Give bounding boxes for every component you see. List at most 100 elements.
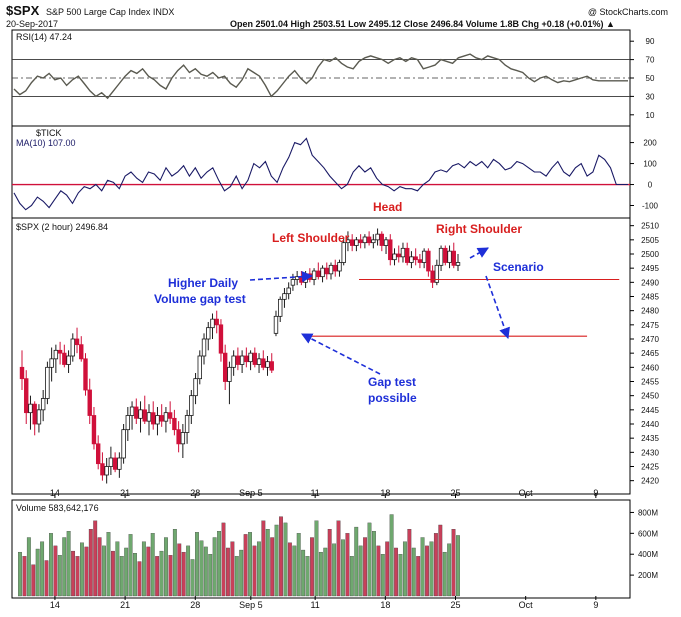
volume-bar bbox=[341, 539, 345, 597]
index-name: S&P 500 Large Cap Index INDX bbox=[46, 7, 174, 17]
volume-bar bbox=[80, 542, 84, 597]
candle-body bbox=[371, 239, 376, 244]
volume-bar bbox=[389, 514, 394, 597]
candle-body bbox=[349, 239, 355, 246]
volume-bar bbox=[239, 549, 244, 597]
volume-bar bbox=[31, 564, 36, 597]
volume-bar bbox=[84, 546, 89, 597]
volume-bar bbox=[372, 531, 376, 597]
candle-body bbox=[265, 361, 270, 368]
candle-body bbox=[53, 349, 59, 360]
candle-body bbox=[278, 298, 283, 317]
price-axis-label: 2510 bbox=[641, 222, 659, 231]
volume-bar bbox=[301, 549, 306, 597]
arrow-gap-test bbox=[301, 333, 381, 375]
volume-bar bbox=[93, 520, 98, 597]
candle-body bbox=[184, 415, 190, 433]
volume-bar bbox=[323, 547, 328, 597]
volume-bar bbox=[217, 531, 222, 597]
price-axis-label: 2430 bbox=[641, 448, 659, 457]
candle-body bbox=[396, 253, 401, 258]
volume-bar bbox=[146, 546, 151, 597]
price-date-label: 21 bbox=[120, 488, 130, 498]
candle-body bbox=[256, 358, 262, 365]
volume-bar bbox=[296, 533, 301, 597]
annotation-head: Head bbox=[373, 200, 402, 214]
volume-bar bbox=[177, 543, 182, 597]
candle-body bbox=[438, 247, 444, 266]
price-date-label: 28 bbox=[190, 488, 200, 498]
volume-bar bbox=[115, 541, 120, 597]
candle-body bbox=[62, 352, 67, 365]
volume-axis-label: 600M bbox=[638, 529, 658, 538]
candle-body bbox=[112, 457, 118, 470]
volume-bar bbox=[363, 537, 368, 597]
candle-body bbox=[282, 293, 287, 300]
volume-bar bbox=[292, 545, 297, 597]
rsi-tick-label: 70 bbox=[646, 56, 655, 65]
volume-bar bbox=[376, 545, 381, 597]
candle-body bbox=[19, 366, 25, 380]
candle-body bbox=[129, 406, 135, 416]
price-axis-label: 2420 bbox=[641, 477, 659, 486]
volume-bar bbox=[279, 516, 283, 597]
candle-body bbox=[206, 327, 211, 340]
volume-bar bbox=[411, 547, 416, 597]
price-candles bbox=[19, 228, 620, 484]
volume-bar bbox=[128, 534, 133, 597]
candle-body bbox=[451, 250, 456, 266]
volume-bar bbox=[230, 541, 235, 597]
candle-body bbox=[366, 236, 372, 244]
volume-bar bbox=[181, 551, 186, 597]
brand-logo: @ StockCharts.com bbox=[588, 7, 668, 17]
volume-bar bbox=[327, 529, 332, 597]
volume-bar bbox=[35, 548, 40, 597]
candle-body bbox=[167, 412, 173, 419]
candle-body bbox=[290, 279, 296, 286]
chart-date: 20-Sep-2017 bbox=[6, 19, 58, 29]
tick-axis-label: -100 bbox=[642, 202, 659, 211]
volume-bar bbox=[141, 541, 146, 597]
candle-body bbox=[70, 338, 75, 357]
candle-body bbox=[180, 432, 186, 445]
candle-body bbox=[383, 239, 389, 246]
candle-body bbox=[252, 352, 258, 365]
candle-body bbox=[134, 406, 139, 419]
volume-bar bbox=[336, 520, 341, 597]
volume-bar bbox=[203, 546, 208, 597]
volume-bar bbox=[248, 532, 252, 597]
annotations: Head Left Shoulder Right Shoulder Higher… bbox=[154, 200, 544, 405]
volume-bar bbox=[451, 529, 456, 597]
candle-body bbox=[239, 355, 245, 365]
annotation-gap-test-1: Gap test bbox=[368, 375, 416, 389]
candle-body bbox=[337, 262, 342, 272]
volume-bar bbox=[53, 545, 58, 597]
price-label: $SPX (2 hour) 2496.84 bbox=[16, 222, 108, 232]
volume-bar bbox=[71, 550, 76, 597]
candle-body bbox=[303, 273, 308, 283]
candle-body bbox=[36, 409, 42, 425]
candle-body bbox=[193, 378, 198, 397]
volume-bar bbox=[367, 522, 372, 597]
volume-date-label: 18 bbox=[380, 600, 390, 610]
rsi-series bbox=[12, 53, 630, 100]
arrow-scenario-down bbox=[485, 275, 510, 340]
volume-bar bbox=[97, 537, 102, 597]
price-axis-label: 2445 bbox=[641, 406, 659, 415]
candle-body bbox=[138, 409, 143, 419]
volume-label: Volume 583,642,176 bbox=[16, 503, 99, 513]
rsi-tick-label: 30 bbox=[646, 92, 655, 101]
price-axis-label: 2460 bbox=[641, 363, 659, 372]
price-date-label: 11 bbox=[310, 488, 319, 498]
volume-date-label: Oct bbox=[519, 600, 534, 610]
candle-body bbox=[172, 417, 177, 431]
volume-bar bbox=[57, 555, 62, 597]
candle-body bbox=[324, 267, 329, 275]
candle-body bbox=[413, 256, 418, 261]
volume-bar bbox=[168, 555, 173, 597]
candle-body bbox=[214, 318, 219, 326]
symbol: $SPX bbox=[6, 3, 40, 18]
price-axis-label: 2425 bbox=[641, 463, 659, 472]
volume-bar bbox=[283, 522, 288, 597]
volume-date-label: 14 bbox=[50, 600, 60, 610]
